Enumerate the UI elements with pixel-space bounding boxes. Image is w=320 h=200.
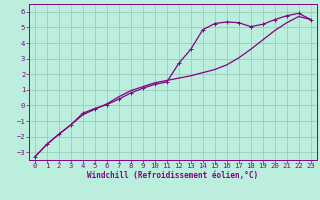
X-axis label: Windchill (Refroidissement éolien,°C): Windchill (Refroidissement éolien,°C) xyxy=(87,171,258,180)
